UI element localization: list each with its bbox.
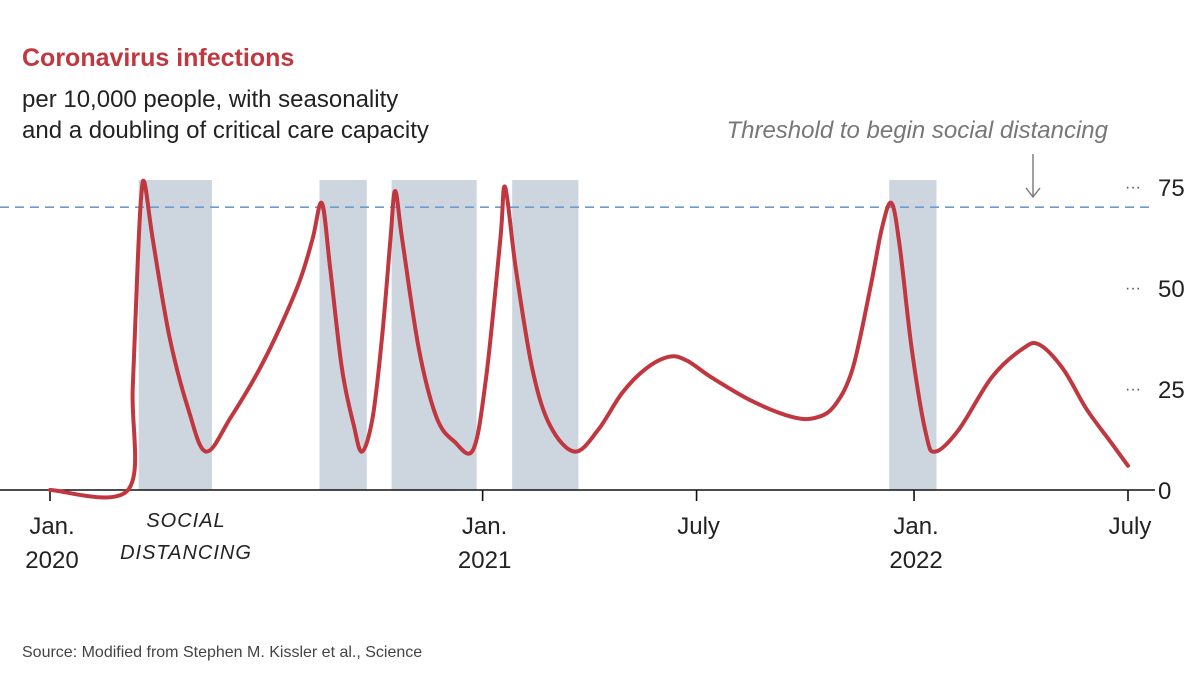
y-tick-label-25: 25 [1158,377,1185,404]
social-distancing-label-line-2: DISTANCING [120,542,252,564]
social-distancing-band-4 [512,180,579,490]
x-tick-label-1-line-1: Jan. [29,513,74,540]
y-tick-leader-25: ··· [1125,381,1141,398]
social-distancing-bands [138,180,937,490]
chart-title: Coronavirus infections [22,44,295,72]
x-tick-label-3-line-1: July [677,513,720,540]
social-distancing-label-line-1: SOCIAL [146,510,225,532]
social-distancing-label: SOCIAL DISTANCING [120,510,252,564]
source-note: Source: Modified from Stephen M. Kissler… [22,644,423,661]
y-tick-leader-75: ··· [1125,179,1141,196]
threshold-annotation: Threshold to begin social distancing [726,117,1109,199]
x-tick-label-2-line-1: Jan. [462,513,507,540]
x-tick-label-4-line-2: 2022 [889,547,942,574]
threshold-label: Threshold to begin social distancing [726,117,1108,144]
x-tick-label-2-line-2: 2021 [458,547,511,574]
x-tick-label-1-line-2: 2020 [25,547,78,574]
y-tick-label-75: 75 [1158,175,1185,202]
y-tick-label-50: 50 [1158,276,1185,303]
chart-subtitle-line-2: and a doubling of critical care capacity [22,117,429,144]
x-tick-label-4-line-1: Jan. [893,513,938,540]
x-tick-label-5-line-1: July [1109,513,1152,540]
chart-subtitle-line-1: per 10,000 people, with seasonality [22,86,399,113]
y-tick-label-0: 0 [1158,478,1171,505]
chart-subtitle: per 10,000 people, with seasonality and … [22,84,642,146]
x-axis: Jan. 2020 Jan. 2021 July Jan. 2022 July [25,490,1151,574]
social-distancing-band-3 [391,180,477,490]
y-tick-leader-50: ··· [1125,280,1141,297]
threshold-arrow-head [1025,187,1041,199]
y-axis: 0 ··· 25 ··· 50 ··· 75 [1125,175,1185,505]
infections-series-line [48,178,1130,500]
